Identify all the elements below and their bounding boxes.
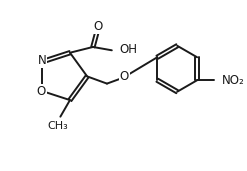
Text: CH₃: CH₃	[47, 121, 68, 131]
Text: O: O	[94, 20, 103, 33]
Text: O: O	[37, 84, 46, 97]
Text: O: O	[120, 70, 129, 83]
Text: NO₂: NO₂	[222, 74, 245, 87]
Text: N: N	[38, 54, 46, 67]
Text: OH: OH	[120, 43, 138, 56]
